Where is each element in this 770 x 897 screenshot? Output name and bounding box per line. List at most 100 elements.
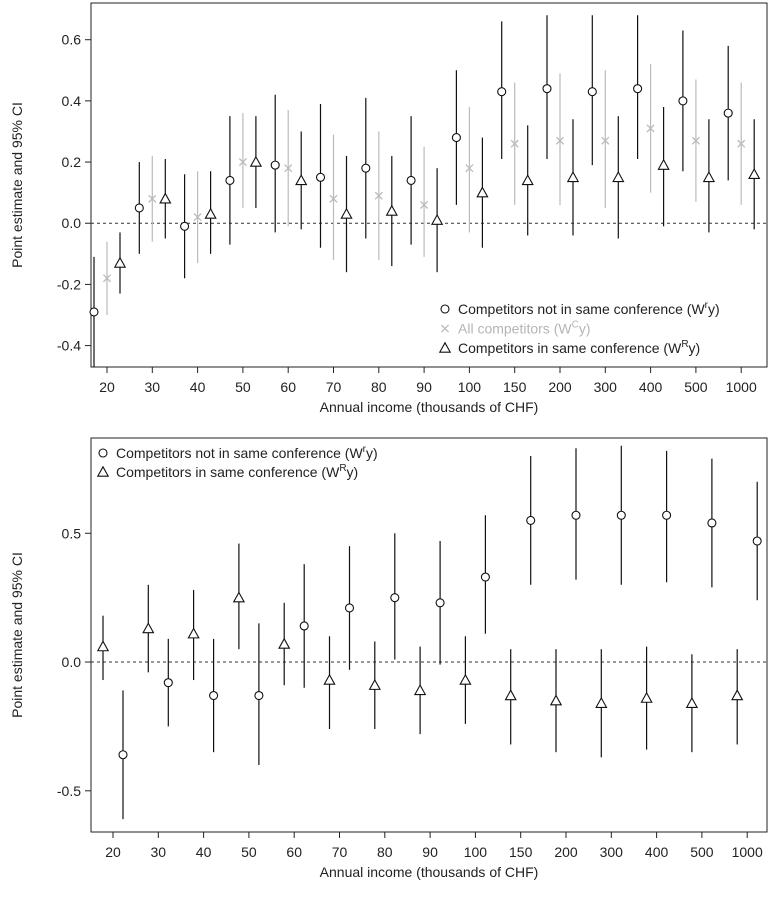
marker-stroke [510,139,519,148]
point-cross [737,139,746,148]
marker-stroke [646,124,655,133]
legend-item: Competitors in same conference (WRy) [438,339,700,356]
point-circle [118,750,128,760]
point-circle [254,690,264,701]
point-cross [601,136,610,145]
point-cross [555,136,565,145]
point-triangle [413,684,427,696]
x-tick-label: 20 [99,379,115,395]
marker-stroke [737,139,746,148]
point-triangle [385,204,398,216]
x-tick-label: 300 [600,844,624,860]
y-tick-label: 0.5 [62,525,82,541]
x-tick-label: 40 [190,379,206,395]
point-circle [662,510,672,520]
x-tick-label: 200 [554,844,578,860]
legend-item: All competitors (WCy) [440,320,590,337]
point-circle [542,84,552,94]
point-circle [390,593,400,603]
x-tick-label: 90 [416,379,432,395]
legend-label-text: y) [579,321,591,337]
x-tick-label: 400 [645,844,669,860]
plot-frame [90,437,768,833]
legend-item: Competitors not in same conference (Wry) [440,300,720,317]
x-tick-label: 30 [145,379,161,395]
marker-stroke [465,164,474,173]
x-tick-label: 100 [464,844,488,860]
point-cross [465,164,474,173]
legend-label-text: y) [366,445,378,461]
point-triangle [476,186,489,198]
point-triangle [430,213,444,225]
x-tick-label: 1000 [732,844,763,860]
point-circle [571,510,581,520]
y-axis-label: Point estimate and 95% CI [9,552,25,718]
legend-label-superscript: R [681,339,688,350]
y-axis-label: Point estimate and 95% CI [9,102,25,268]
series-triangle [113,107,761,294]
x-tick-label: 60 [280,379,296,395]
marker-stroke [102,274,112,283]
legend-marker-triangle [438,341,452,353]
legend-label: Competitors in same conference (WRy) [458,339,700,356]
x-tick-label: 20 [105,844,121,860]
x-tick-label: 500 [690,844,714,860]
point-triangle [566,171,580,183]
point-triangle [368,678,381,690]
point-circle [315,172,326,182]
x-tick-label: 50 [241,844,257,860]
legend-label-text: All competitors (W [458,321,572,337]
point-circle [180,221,190,231]
legend-label-superscript: C [572,320,579,331]
marker-stroke [238,157,247,167]
x-tick-label: 70 [326,379,342,395]
point-triangle [657,158,670,170]
x-tick-label: 100 [458,379,482,395]
point-cross [238,157,247,167]
point-triangle [159,192,172,204]
marker-stroke [420,200,429,209]
point-triangle [612,171,625,183]
marker-stroke [193,213,202,222]
series-cross [102,64,746,315]
point-cross [284,164,293,173]
point-triangle [640,691,653,703]
x-tick-label: 200 [548,379,572,395]
y-tick-label: -0.2 [57,276,81,292]
marker-stroke [374,191,383,200]
x-tick-label: 60 [286,844,302,860]
point-triangle [595,696,608,708]
y-tick-label: 0.0 [62,215,82,231]
point-cross [148,194,157,203]
point-circle [270,160,280,170]
x-tick-label: 70 [332,844,348,860]
point-circle [163,678,173,688]
legend-label-text: y) [708,301,720,317]
legend-label-text: Competitors not in same conference (W [458,301,705,317]
point-circle [344,603,355,613]
plot-frame [90,2,768,368]
point-cross [510,139,519,148]
point-triangle [340,207,353,219]
legend-label: All competitors (WCy) [458,320,590,337]
point-triangle [232,591,246,603]
marker-stroke [284,164,293,173]
x-tick-label: 150 [509,844,533,860]
legend-label-superscript: r [705,300,709,311]
legend-item: Competitors not in same conference (Wry) [98,444,378,461]
point-circle [752,536,762,546]
legend-label: Competitors not in same conference (Wry) [458,300,720,317]
x-axis-label: Annual income (thousands of CHF) [320,864,539,880]
x-tick-label: 150 [503,379,527,395]
y-tick-label: 0.0 [62,654,82,670]
legend: Competitors not in same conference (Wry)… [96,444,378,480]
x-tick-label: 50 [235,379,251,395]
legend-marker-circle [98,448,108,458]
point-circle [134,203,144,213]
marker-stroke [691,136,700,145]
y-tick-label: -0.4 [57,338,81,354]
marker-stroke [329,194,338,203]
point-circle [723,108,733,118]
point-circle [707,518,717,528]
